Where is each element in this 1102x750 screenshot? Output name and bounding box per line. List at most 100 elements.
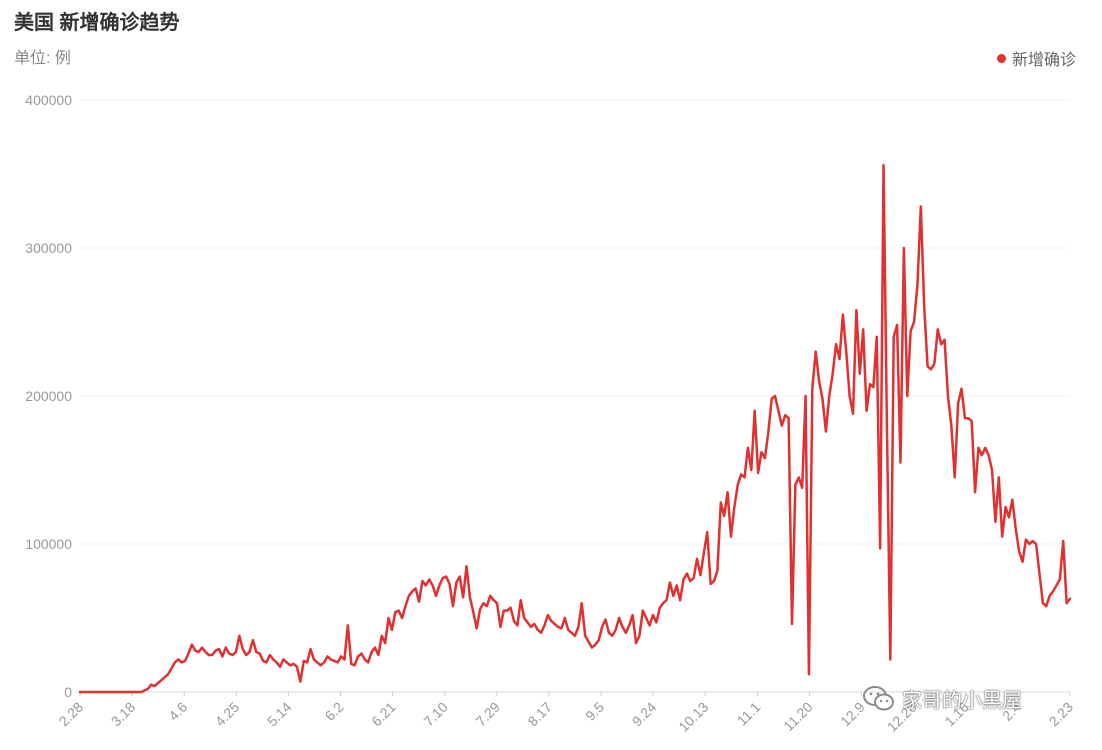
data-point[interactable] xyxy=(150,683,152,685)
data-point[interactable] xyxy=(757,472,759,474)
data-point[interactable] xyxy=(140,691,142,693)
data-point[interactable] xyxy=(167,673,169,675)
data-point[interactable] xyxy=(835,343,837,345)
data-point[interactable] xyxy=(299,680,301,682)
data-point[interactable] xyxy=(503,609,505,611)
data-point[interactable] xyxy=(889,658,891,660)
data-point[interactable] xyxy=(842,313,844,315)
data-point[interactable] xyxy=(364,658,366,660)
data-point[interactable] xyxy=(957,402,959,404)
data-point[interactable] xyxy=(177,658,179,660)
data-point[interactable] xyxy=(323,661,325,663)
data-point[interactable] xyxy=(116,691,118,693)
data-point[interactable] xyxy=(438,584,440,586)
data-point[interactable] xyxy=(1028,543,1030,545)
data-point[interactable] xyxy=(489,595,491,597)
data-point[interactable] xyxy=(225,646,227,648)
data-point[interactable] xyxy=(194,649,196,651)
data-point[interactable] xyxy=(506,609,508,611)
data-point[interactable] xyxy=(665,599,667,601)
data-point[interactable] xyxy=(231,654,233,656)
data-point[interactable] xyxy=(320,664,322,666)
data-point[interactable] xyxy=(574,635,576,637)
data-point[interactable] xyxy=(737,484,739,486)
data-point[interactable] xyxy=(631,614,633,616)
data-point[interactable] xyxy=(96,691,98,693)
data-point[interactable] xyxy=(499,626,501,628)
data-point[interactable] xyxy=(937,328,939,330)
data-point[interactable] xyxy=(228,652,230,654)
data-point[interactable] xyxy=(1018,550,1020,552)
data-point[interactable] xyxy=(201,646,203,648)
data-point[interactable] xyxy=(767,432,769,434)
data-point[interactable] xyxy=(306,661,308,663)
data-point[interactable] xyxy=(540,632,542,634)
data-point[interactable] xyxy=(899,461,901,463)
data-point[interactable] xyxy=(174,661,176,663)
data-point[interactable] xyxy=(774,395,776,397)
data-point[interactable] xyxy=(920,205,922,207)
data-point[interactable] xyxy=(258,652,260,654)
data-point[interactable] xyxy=(642,609,644,611)
data-point[interactable] xyxy=(855,309,857,311)
data-point[interactable] xyxy=(923,306,925,308)
data-point[interactable] xyxy=(1042,602,1044,604)
data-point[interactable] xyxy=(119,691,121,693)
data-point[interactable] xyxy=(743,476,745,478)
data-point[interactable] xyxy=(818,380,820,382)
data-point[interactable] xyxy=(164,676,166,678)
data-point[interactable] xyxy=(313,658,315,660)
data-point[interactable] xyxy=(1069,598,1071,600)
data-point[interactable] xyxy=(537,629,539,631)
data-point[interactable] xyxy=(133,691,135,693)
data-point[interactable] xyxy=(598,639,600,641)
data-point[interactable] xyxy=(86,691,88,693)
data-point[interactable] xyxy=(126,691,128,693)
data-point[interactable] xyxy=(381,635,383,637)
data-point[interactable] xyxy=(408,595,410,597)
data-point[interactable] xyxy=(442,577,444,579)
data-point[interactable] xyxy=(553,623,555,625)
data-point[interactable] xyxy=(967,417,969,419)
data-point[interactable] xyxy=(791,623,793,625)
data-point[interactable] xyxy=(275,661,277,663)
data-point[interactable] xyxy=(214,649,216,651)
data-point[interactable] xyxy=(391,629,393,631)
data-point[interactable] xyxy=(303,660,305,662)
data-point[interactable] xyxy=(916,284,918,286)
data-point[interactable] xyxy=(1021,561,1023,563)
data-point[interactable] xyxy=(106,691,108,693)
data-point[interactable] xyxy=(1008,516,1010,518)
data-point[interactable] xyxy=(370,651,372,653)
data-point[interactable] xyxy=(648,624,650,626)
data-point[interactable] xyxy=(79,691,81,693)
data-point[interactable] xyxy=(1001,535,1003,537)
data-point[interactable] xyxy=(157,682,159,684)
data-point[interactable] xyxy=(136,691,138,693)
data-point[interactable] xyxy=(1011,498,1013,500)
data-point[interactable] xyxy=(611,635,613,637)
data-point[interactable] xyxy=(357,655,359,657)
data-point[interactable] xyxy=(170,667,172,669)
data-point[interactable] xyxy=(184,660,186,662)
data-point[interactable] xyxy=(689,580,691,582)
data-point[interactable] xyxy=(577,626,579,628)
data-point[interactable] xyxy=(943,339,945,341)
data-point[interactable] xyxy=(445,575,447,577)
data-point[interactable] xyxy=(947,395,949,397)
data-point[interactable] xyxy=(825,430,827,432)
data-point[interactable] xyxy=(669,581,671,583)
data-point[interactable] xyxy=(811,387,813,389)
data-point[interactable] xyxy=(591,646,593,648)
data-point[interactable] xyxy=(492,599,494,601)
data-point[interactable] xyxy=(262,660,264,662)
data-point[interactable] xyxy=(709,583,711,585)
data-point[interactable] xyxy=(794,484,796,486)
data-point[interactable] xyxy=(1059,578,1061,580)
data-point[interactable] xyxy=(726,491,728,493)
data-point[interactable] xyxy=(777,410,779,412)
data-point[interactable] xyxy=(679,599,681,601)
data-point[interactable] xyxy=(1004,506,1006,508)
data-point[interactable] xyxy=(560,627,562,629)
data-point[interactable] xyxy=(404,605,406,607)
